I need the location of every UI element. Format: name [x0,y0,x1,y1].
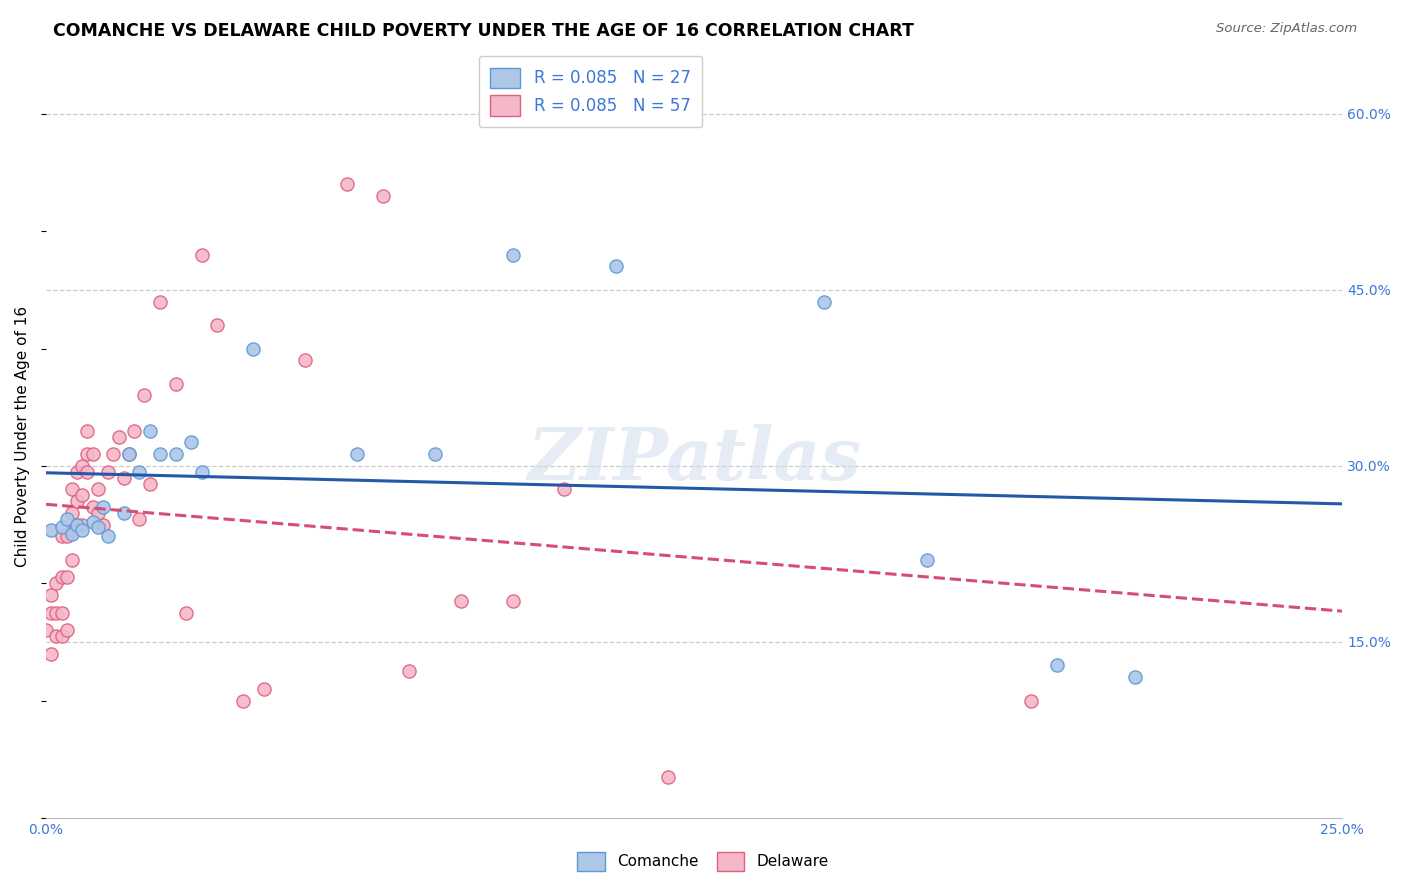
Point [87,483,110,497]
Point [346,447,368,461]
Point [134,388,156,402]
Point [97,529,120,543]
Point [51,529,73,543]
Point [82,515,104,529]
Point [60,553,83,567]
Point [553,483,575,497]
Point [103,447,125,461]
Legend: R = 0.085   N = 27, R = 0.085   N = 57: R = 0.085 N = 27, R = 0.085 N = 57 [478,56,702,128]
Point [72,524,94,538]
Point [87,520,110,534]
Point [118,447,141,461]
Point [60,524,83,538]
Point [45,576,67,591]
Point [76,465,98,479]
Point [165,376,187,391]
Y-axis label: Child Poverty Under the Age of 16: Child Poverty Under the Age of 16 [15,306,30,567]
Point [66,517,89,532]
Point [398,665,420,679]
Point [149,294,172,309]
Point [502,594,524,608]
Point [232,693,254,707]
Point [190,465,212,479]
Legend: Comanche, Delaware: Comanche, Delaware [568,843,838,880]
Point [294,353,316,368]
Text: Source: ZipAtlas.com: Source: ZipAtlas.com [1216,22,1357,36]
Point [45,629,67,643]
Point [253,681,276,696]
Point [55,529,77,543]
Point [128,465,150,479]
Point [39,647,62,661]
Point [138,424,160,438]
Point [76,424,98,438]
Point [55,570,77,584]
Point [72,517,94,532]
Point [76,447,98,461]
Point [112,470,135,484]
Point [242,342,264,356]
Point [72,458,94,473]
Point [190,247,212,261]
Point [87,506,110,520]
Point [118,447,141,461]
Point [107,429,129,443]
Point [51,606,73,620]
Point [97,465,120,479]
Point [66,494,89,508]
Point [45,606,67,620]
Point [1123,670,1146,684]
Point [72,488,94,502]
Point [122,424,145,438]
Point [1046,658,1069,673]
Point [51,570,73,584]
Point [66,465,89,479]
Point [165,447,187,461]
Point [39,588,62,602]
Point [55,624,77,638]
Point [82,500,104,514]
Point [605,260,627,274]
Point [51,629,73,643]
Text: ZIPatlas: ZIPatlas [527,424,862,495]
Point [180,435,202,450]
Point [174,606,197,620]
Point [336,178,359,192]
Point [51,520,73,534]
Point [371,189,394,203]
Point [60,527,83,541]
Point [813,294,835,309]
Point [112,506,135,520]
Point [91,500,114,514]
Point [138,476,160,491]
Point [91,517,114,532]
Point [55,512,77,526]
Text: COMANCHE VS DELAWARE CHILD POVERTY UNDER THE AGE OF 16 CORRELATION CHART: COMANCHE VS DELAWARE CHILD POVERTY UNDER… [53,22,914,40]
Point [60,506,83,520]
Point [423,447,446,461]
Point [657,770,679,784]
Point [205,318,228,332]
Point [1019,693,1042,707]
Point [128,512,150,526]
Point [82,447,104,461]
Point [917,553,939,567]
Point [39,606,62,620]
Point [60,483,83,497]
Point [149,447,172,461]
Point [66,517,89,532]
Point [35,624,58,638]
Point [39,524,62,538]
Point [450,594,472,608]
Point [502,247,524,261]
